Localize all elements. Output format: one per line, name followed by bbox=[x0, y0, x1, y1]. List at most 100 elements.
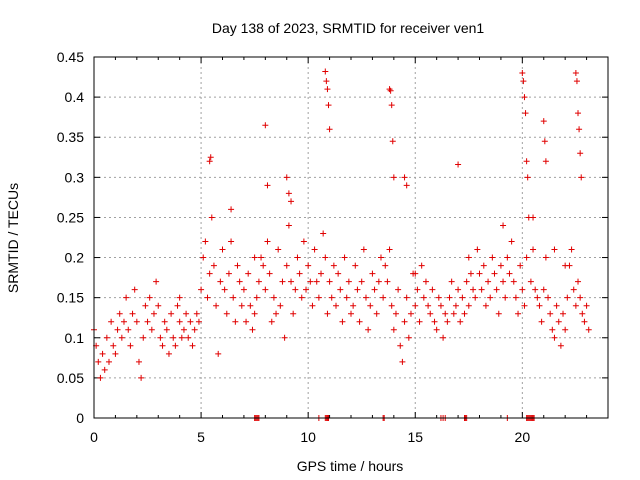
data-point bbox=[450, 310, 457, 317]
data-point bbox=[362, 294, 369, 301]
data-point bbox=[373, 310, 380, 317]
data-point bbox=[425, 302, 432, 309]
data-point bbox=[204, 294, 211, 301]
data-point bbox=[243, 318, 250, 325]
data-point bbox=[219, 246, 226, 253]
data-point bbox=[240, 286, 247, 293]
data-point bbox=[519, 286, 526, 293]
data-point bbox=[365, 326, 372, 333]
y-tick-label: 0.3 bbox=[65, 169, 85, 185]
data-point bbox=[300, 238, 307, 245]
data-point bbox=[527, 278, 534, 285]
data-point bbox=[174, 302, 181, 309]
data-point bbox=[515, 310, 522, 317]
data-point bbox=[504, 254, 511, 261]
data-point bbox=[217, 278, 224, 285]
data-point bbox=[433, 326, 440, 333]
data-point bbox=[371, 286, 378, 293]
data-point bbox=[200, 254, 207, 261]
data-point bbox=[551, 246, 558, 253]
data-point bbox=[249, 326, 256, 333]
data-point bbox=[562, 326, 569, 333]
data-point bbox=[575, 110, 582, 117]
data-point bbox=[213, 302, 220, 309]
data-point bbox=[215, 350, 222, 357]
data-point bbox=[144, 318, 151, 325]
data-point bbox=[234, 262, 241, 269]
data-point bbox=[431, 318, 438, 325]
data-point bbox=[564, 294, 571, 301]
data-point bbox=[101, 366, 108, 373]
data-point bbox=[392, 310, 399, 317]
data-point bbox=[315, 294, 322, 301]
data-point bbox=[455, 286, 462, 293]
y-tick-label: 0.1 bbox=[65, 330, 85, 346]
data-point bbox=[523, 254, 530, 261]
data-point bbox=[326, 278, 333, 285]
data-point bbox=[127, 342, 134, 349]
data-point bbox=[255, 278, 262, 285]
data-point bbox=[452, 302, 459, 309]
data-point bbox=[384, 278, 391, 285]
data-point bbox=[178, 334, 185, 341]
data-point bbox=[285, 222, 292, 229]
data-point bbox=[517, 262, 524, 269]
data-point bbox=[352, 262, 359, 269]
data-point bbox=[480, 262, 487, 269]
data-point bbox=[328, 294, 335, 301]
data-point bbox=[337, 286, 344, 293]
data-point bbox=[497, 262, 504, 269]
data-point bbox=[482, 302, 489, 309]
data-point bbox=[148, 326, 155, 333]
data-point bbox=[307, 278, 314, 285]
data-point bbox=[155, 302, 162, 309]
data-point bbox=[245, 270, 252, 277]
data-point bbox=[522, 110, 529, 117]
data-point bbox=[395, 286, 402, 293]
data-points bbox=[91, 68, 592, 421]
data-point bbox=[463, 278, 470, 285]
data-point bbox=[140, 334, 147, 341]
data-point bbox=[133, 318, 140, 325]
data-point bbox=[575, 278, 582, 285]
data-point bbox=[401, 174, 408, 181]
data-point bbox=[172, 342, 179, 349]
data-point bbox=[520, 78, 527, 85]
data-point bbox=[502, 294, 509, 301]
y-tick-label: 0.15 bbox=[57, 290, 84, 306]
data-point bbox=[465, 302, 472, 309]
data-point bbox=[180, 326, 187, 333]
data-point bbox=[247, 302, 254, 309]
data-point bbox=[530, 214, 537, 221]
data-point bbox=[97, 374, 104, 381]
data-point bbox=[251, 254, 258, 261]
data-point bbox=[279, 278, 286, 285]
data-point bbox=[324, 310, 331, 317]
data-point bbox=[583, 302, 590, 309]
data-point bbox=[487, 294, 494, 301]
data-point bbox=[123, 294, 130, 301]
data-point bbox=[536, 302, 543, 309]
y-tick-label: 0.45 bbox=[57, 49, 84, 65]
x-axis-label: GPS time / hours bbox=[297, 458, 404, 474]
data-point bbox=[560, 310, 567, 317]
data-point bbox=[521, 302, 528, 309]
data-point bbox=[500, 278, 507, 285]
data-point bbox=[562, 262, 569, 269]
data-point bbox=[273, 310, 280, 317]
data-point bbox=[367, 302, 374, 309]
data-point bbox=[495, 310, 502, 317]
data-point bbox=[335, 270, 342, 277]
data-point bbox=[524, 174, 531, 181]
data-point bbox=[388, 302, 395, 309]
chart-title: Day 138 of 2023, SRMTID for receiver ven… bbox=[212, 20, 485, 36]
data-point bbox=[116, 310, 123, 317]
data-point bbox=[161, 318, 168, 325]
data-point bbox=[324, 86, 331, 93]
data-point bbox=[125, 326, 132, 333]
data-point bbox=[412, 302, 419, 309]
data-point bbox=[414, 286, 421, 293]
data-point bbox=[309, 302, 316, 309]
data-point bbox=[210, 262, 217, 269]
data-point bbox=[435, 294, 442, 301]
